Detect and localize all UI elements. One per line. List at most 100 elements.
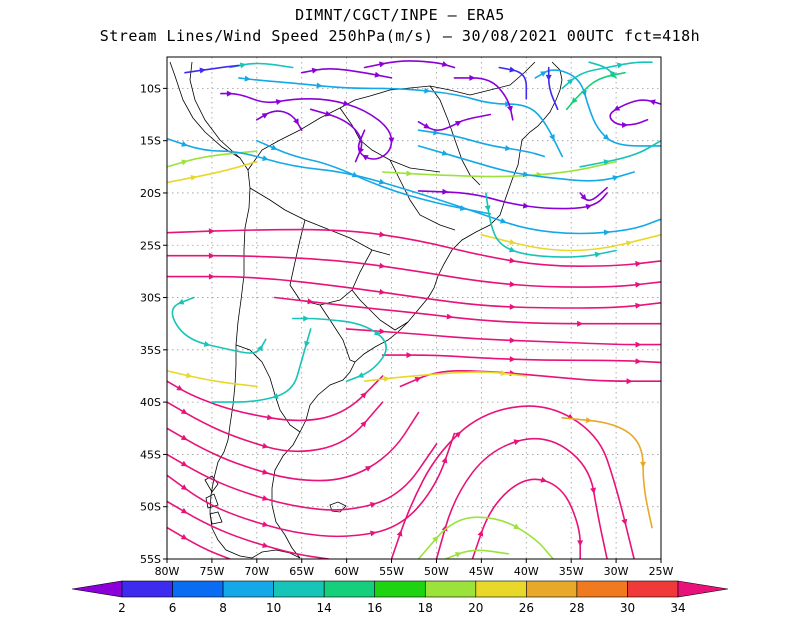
streamline-arrow <box>500 370 507 376</box>
streamline-arrow <box>226 90 233 97</box>
lon-tick-label: 25W <box>649 565 674 578</box>
chart-title-line-1: DIMNT/CGCT/INPE – ERA5 <box>295 6 505 24</box>
streamline-arrow <box>208 252 215 259</box>
streamline-arrow <box>203 341 211 347</box>
streamline-arrow <box>484 205 491 212</box>
streamline-arrow <box>388 137 395 144</box>
streamline-arrow <box>383 375 391 382</box>
streamline-arrow <box>262 155 269 162</box>
streamline-arrow <box>441 456 448 464</box>
streamline-2 <box>167 275 661 309</box>
lat-tick-label: 35S <box>140 344 161 357</box>
border-10 <box>235 344 301 433</box>
streamline-arrow <box>374 71 382 78</box>
streamline-arrow <box>626 378 633 385</box>
streamline-arrow <box>262 495 269 501</box>
streamline-arrow <box>577 320 584 327</box>
streamline-arrow <box>379 328 386 335</box>
streamline-arrow <box>594 251 602 258</box>
streamline-arrow <box>304 340 310 348</box>
streamline-arrow <box>357 372 364 378</box>
border-11 <box>429 85 481 186</box>
streamline-arrow <box>585 203 593 210</box>
lon-tick-label: 70W <box>244 565 269 578</box>
colorbar-segment <box>273 580 325 598</box>
streamline-arrow <box>640 461 647 468</box>
streamline-arrow <box>442 188 449 195</box>
streamline-arrow <box>441 150 449 156</box>
colorbar-label: 30 <box>620 601 635 615</box>
colorbar-segment <box>172 580 224 598</box>
colorbar-label: 28 <box>569 601 584 615</box>
chart-title-line-2: Stream Lines/Wind Speed 250hPa(m/s) – 30… <box>99 27 701 45</box>
streamline-39 <box>300 68 393 79</box>
streamline-arrow <box>622 121 629 128</box>
lon-tick-label: 75W <box>199 565 224 578</box>
border-12 <box>469 61 536 96</box>
border-7 <box>369 85 471 97</box>
streamline-arrow <box>180 460 188 467</box>
streamline-arrow <box>513 439 521 446</box>
streamline-arrow <box>613 105 621 111</box>
border-9 <box>189 61 241 159</box>
colorbar-segment <box>323 580 376 598</box>
lat-tick-label: 45S <box>140 448 161 461</box>
streamline-arrow <box>303 315 310 322</box>
streamline-arrow <box>379 231 386 238</box>
streamline-arrow <box>424 87 431 94</box>
streamline-arrow <box>181 159 188 166</box>
streamline-arrow <box>432 535 439 543</box>
streamline-arrow <box>540 476 548 483</box>
streamline-arrow <box>324 110 332 117</box>
streamline-arrow <box>208 228 215 235</box>
streamline-arrow <box>262 521 269 528</box>
streamline-arrow <box>522 171 530 178</box>
lat-tick-label: 40S <box>140 396 161 409</box>
streamline-arrow <box>373 329 381 336</box>
streamline-42 <box>256 110 303 131</box>
colorbar-label: 8 <box>219 601 227 615</box>
streamline-11 <box>167 432 456 538</box>
streamline-23 <box>480 234 661 252</box>
streamline-arrow <box>257 344 263 352</box>
colorbar: 2 6 8 10 14 16 18 20 26 28 30 34 <box>71 580 729 615</box>
streamline-arrow <box>635 281 642 288</box>
streamline-arrow <box>455 552 462 558</box>
lat-tick-label: 20S <box>140 187 161 200</box>
streamline-1 <box>167 254 661 288</box>
streamlines <box>167 60 661 559</box>
streamline-arrow <box>360 392 367 399</box>
streamline-arrow <box>635 358 642 365</box>
colorbar-segment <box>424 580 477 598</box>
streamline-arrow <box>433 129 440 136</box>
streamline-arrow <box>454 431 462 438</box>
streamline-arrow <box>454 120 462 127</box>
border-4 <box>351 289 409 331</box>
streamline-arrow <box>180 434 188 441</box>
lat-tick-label: 25S <box>140 239 161 252</box>
colorbar-label: 2 <box>118 601 126 615</box>
border-1 <box>247 95 371 171</box>
streamline-arrow <box>506 105 513 113</box>
streamline-38 <box>363 60 456 69</box>
streamline-arrow <box>441 61 449 67</box>
streamline-arrow <box>509 257 516 264</box>
streamline-arrow <box>423 122 431 129</box>
streamline-arrow <box>176 384 184 391</box>
colorbar-label: 20 <box>468 601 483 615</box>
streamline-arrow <box>603 159 611 166</box>
streamline-arrow <box>509 238 516 245</box>
lon-tick-label: 35W <box>559 565 584 578</box>
streamline-arrow <box>181 141 188 147</box>
streamline-arrow <box>275 99 283 105</box>
streamline-arrow <box>180 408 188 415</box>
lon-tick-label: 40W <box>514 565 539 578</box>
streamline-arrow <box>379 262 386 269</box>
lat-tick-label: 30S <box>140 292 161 305</box>
streamline-arrow <box>612 175 619 181</box>
streamline-arrow <box>649 99 656 106</box>
streamline-arrow <box>508 246 516 253</box>
streamline-arrow <box>239 62 247 69</box>
lon-tick-label: 65W <box>289 565 314 578</box>
axis-ticks: 80W 75W 70W 65W 60W 55W 50W 45W 40W 35W 30W 25W 10S 1… <box>140 82 674 578</box>
